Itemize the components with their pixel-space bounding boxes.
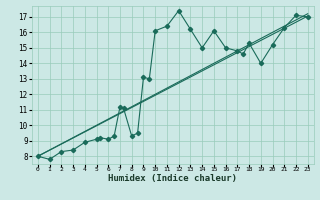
X-axis label: Humidex (Indice chaleur): Humidex (Indice chaleur)	[108, 174, 237, 183]
